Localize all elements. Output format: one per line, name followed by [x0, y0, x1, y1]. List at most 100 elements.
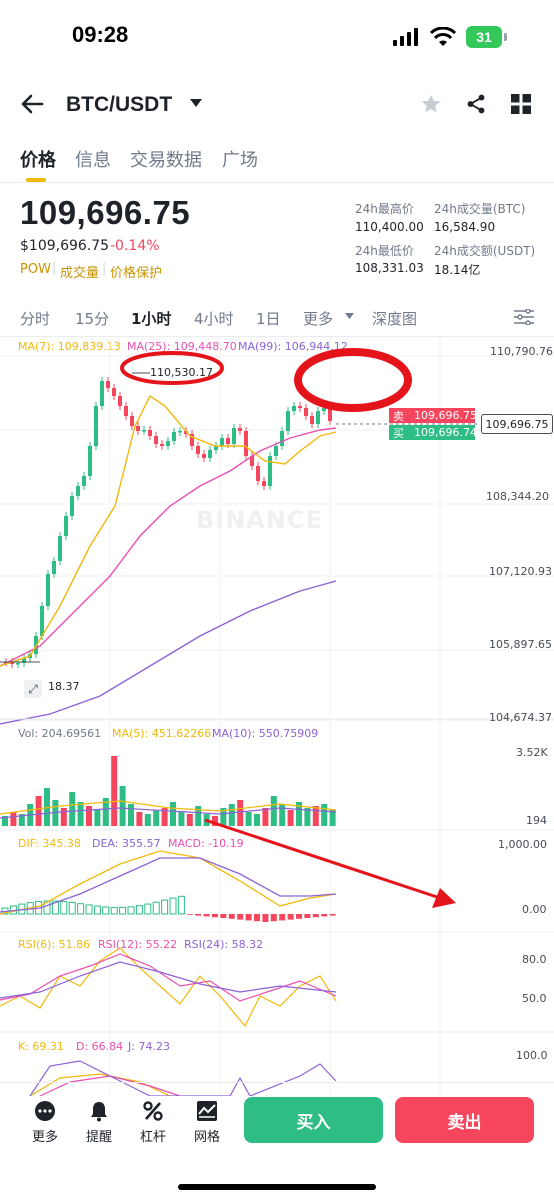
volume-bar	[60, 808, 67, 826]
dif-line	[0, 850, 337, 915]
volume-bar	[279, 804, 286, 826]
grid-trading-icon	[197, 1101, 217, 1121]
macd-bar	[270, 914, 277, 922]
usd-price: $109,696.75	[20, 238, 110, 254]
grid-layout-icon[interactable]	[511, 94, 531, 114]
rsi24-line	[0, 961, 337, 999]
tag-pow[interactable]: POW	[20, 262, 51, 277]
macd-bar	[43, 900, 51, 915]
candle-body	[16, 663, 20, 665]
last-price: 109,696.75	[20, 194, 191, 231]
buy-price-tag: 买 109,696.74	[389, 425, 477, 440]
star-icon[interactable]	[420, 93, 442, 115]
expand-icon[interactable]: ⤢	[24, 680, 42, 698]
back-arrow-icon[interactable]	[20, 94, 44, 114]
volume-bar	[254, 814, 260, 826]
vol-ma10-legend: MA(10): 550.75909	[212, 727, 319, 740]
candle-body	[250, 456, 254, 466]
tf-1d[interactable]: 1日	[256, 310, 281, 328]
share-icon[interactable]	[465, 93, 487, 115]
volume-bar	[128, 804, 134, 826]
tag-volume[interactable]: 成交量	[60, 266, 100, 281]
tag-separator: |	[52, 261, 57, 276]
macd-bar	[237, 914, 244, 920]
tag-price-protection[interactable]: 价格保护	[110, 266, 163, 281]
candle-body	[196, 446, 200, 454]
candle-body	[142, 430, 146, 432]
vol-ma5-line	[0, 800, 337, 815]
volume-bar	[35, 796, 42, 826]
candle-body	[298, 406, 302, 408]
k-line	[29, 1073, 171, 1096]
vol-btc-label: 24h成交量(BTC)	[434, 202, 526, 216]
more-caret-icon[interactable]	[345, 313, 354, 319]
macd-bar	[68, 902, 76, 915]
high-marker-label: 110,530.17	[150, 366, 213, 379]
macd-bar	[152, 901, 160, 915]
tab-trading-data[interactable]: 交易数据	[130, 150, 202, 171]
vol-ma10-line	[0, 807, 337, 819]
candle-body	[328, 408, 332, 421]
candle-body	[58, 536, 62, 561]
macd-bar	[127, 906, 135, 915]
candle-body	[178, 431, 182, 433]
macd-bar	[51, 900, 59, 915]
macd-bar	[177, 895, 185, 915]
volume-bar	[2, 816, 8, 826]
chart-settings-icon[interactable]	[514, 309, 534, 325]
volume-bar	[203, 814, 210, 826]
candle-body	[100, 381, 104, 406]
candle-body	[262, 481, 266, 486]
tf-4h[interactable]: 4小时	[194, 310, 234, 328]
macd-bar	[245, 914, 252, 921]
tab-price[interactable]: 价格	[20, 150, 56, 171]
vol-axis-top: 3.52K	[516, 746, 548, 759]
candle-body	[214, 446, 218, 450]
high-label: 24h最高价	[355, 202, 414, 216]
bottom-divider	[0, 1082, 554, 1083]
volume-bar	[44, 788, 50, 826]
macd-bar	[119, 906, 127, 915]
candle-body	[52, 561, 56, 574]
vol-ma5-legend: MA(5): 451.62266	[112, 727, 212, 740]
buy-button[interactable]: 买入	[244, 1097, 383, 1143]
more-button[interactable]: 更多	[23, 1100, 67, 1145]
wifi-icon	[430, 27, 456, 46]
grid-button[interactable]: 网格	[185, 1100, 229, 1145]
tf-more[interactable]: 更多	[303, 310, 334, 328]
tf-depth[interactable]: 深度图	[372, 310, 418, 328]
macd-bar	[203, 914, 210, 917]
leverage-button[interactable]: 杠杆	[131, 1100, 175, 1145]
volume-bar	[262, 808, 269, 826]
low-label: 24h最低价	[355, 244, 414, 258]
sell-button[interactable]: 卖出	[395, 1097, 534, 1143]
tf-timeline[interactable]: 分时	[20, 310, 51, 328]
rsi6-line	[0, 947, 337, 1028]
candle-body	[88, 446, 92, 476]
candle-body	[322, 408, 326, 411]
candle-body	[118, 396, 122, 406]
kline-chart[interactable]	[0, 336, 554, 1096]
dif-legend: DIF: 345.38	[18, 837, 81, 850]
tf-1h[interactable]: 1小时	[131, 310, 172, 328]
alert-button[interactable]: 提醒	[77, 1100, 121, 1145]
candle-body	[46, 574, 50, 606]
tab-info[interactable]: 信息	[75, 150, 111, 171]
volume-bar	[220, 808, 227, 826]
caret-down-icon[interactable]	[190, 99, 202, 107]
status-time: 09:28	[72, 22, 129, 47]
rsi24-legend: RSI(24): 58.32	[184, 938, 264, 951]
volume-bar	[178, 812, 185, 826]
candle-body	[148, 430, 152, 436]
ma99-line	[0, 580, 337, 725]
tag-separator: |	[102, 261, 107, 276]
volume-bars	[2, 756, 336, 826]
candle-body	[280, 431, 284, 446]
tab-square[interactable]: 广场	[222, 150, 258, 171]
macd-axis-top: 1,000.00	[498, 838, 547, 851]
tf-15m[interactable]: 15分	[75, 310, 110, 328]
grid-label: 网格	[193, 1130, 220, 1145]
pair-title[interactable]: BTC/USDT	[66, 93, 173, 116]
macd-bar	[195, 914, 202, 916]
candle-body	[208, 450, 212, 458]
